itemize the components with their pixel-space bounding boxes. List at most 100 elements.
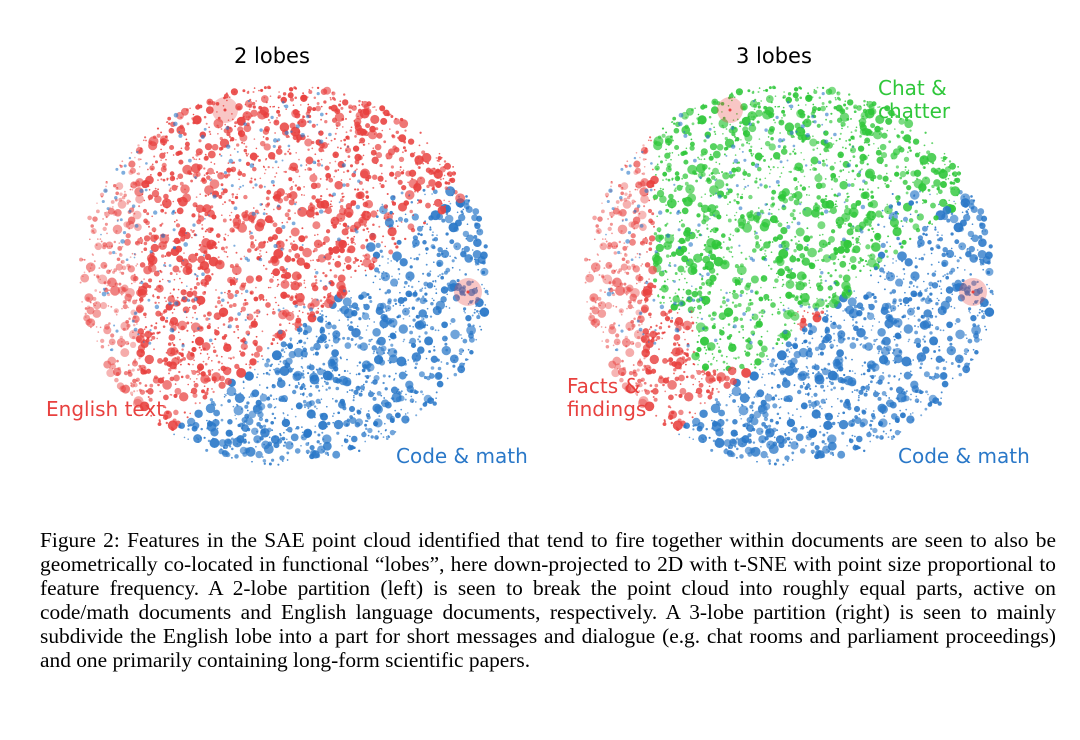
cloud-point	[283, 92, 286, 95]
cloud-point	[797, 181, 799, 183]
cloud-point	[245, 363, 247, 365]
cloud-point	[101, 196, 103, 198]
cloud-point	[322, 272, 324, 274]
cloud-point	[333, 176, 335, 178]
cloud-point	[379, 357, 383, 361]
cloud-point	[855, 321, 858, 324]
cloud-point	[271, 429, 273, 431]
cloud-point	[285, 171, 287, 173]
cloud-point	[149, 189, 151, 191]
cloud-point	[343, 297, 352, 306]
cloud-point	[259, 253, 261, 255]
cloud-point	[157, 384, 160, 387]
cloud-point	[266, 435, 268, 437]
cloud-point	[249, 108, 251, 110]
cloud-point	[187, 291, 194, 298]
cloud-point	[939, 199, 947, 207]
cloud-point	[298, 382, 300, 384]
cloud-point	[167, 152, 169, 154]
cloud-point	[852, 316, 854, 318]
cloud-point	[324, 299, 333, 308]
cloud-point	[314, 248, 318, 252]
cloud-point	[241, 424, 249, 432]
cloud-point	[146, 212, 149, 215]
cloud-point	[404, 149, 407, 152]
cloud-point	[794, 187, 798, 191]
cloud-point	[449, 239, 454, 244]
cloud-point	[207, 353, 209, 355]
cloud-point	[316, 299, 318, 301]
cloud-point	[164, 152, 166, 154]
cloud-point	[891, 436, 893, 438]
cloud-point	[357, 128, 365, 136]
cloud-point	[405, 381, 413, 389]
cloud-point	[836, 345, 838, 347]
cloud-point	[240, 447, 248, 455]
cloud-point	[863, 336, 867, 340]
cloud-point	[356, 205, 360, 209]
cloud-point	[435, 292, 437, 294]
cloud-point	[173, 308, 175, 310]
cloud-point	[204, 437, 206, 439]
cloud-point	[729, 201, 731, 203]
cloud-point	[153, 377, 160, 384]
cloud-point	[782, 279, 784, 281]
cloud-point	[403, 318, 405, 320]
cloud-point	[131, 152, 133, 154]
cloud-point	[339, 376, 349, 386]
cloud-point	[315, 352, 319, 356]
cloud-point	[355, 343, 357, 345]
cloud-point	[193, 335, 195, 337]
cloud-point	[317, 312, 319, 314]
cloud-point	[134, 253, 136, 255]
cloud-point	[446, 248, 448, 250]
cloud-point	[365, 274, 367, 276]
cloud-point	[224, 251, 226, 253]
cloud-point	[324, 373, 326, 375]
cloud-point	[751, 116, 753, 118]
cloud-point	[910, 413, 912, 415]
cloud-point	[120, 239, 125, 244]
cloud-point	[132, 360, 138, 366]
cloud-point	[270, 116, 273, 119]
cloud-point	[289, 149, 291, 151]
cloud-point	[220, 292, 222, 294]
cloud-point	[166, 251, 171, 256]
cloud-point	[103, 227, 107, 231]
cloud-point	[200, 353, 202, 355]
cloud-point	[300, 393, 302, 395]
cloud-point	[211, 214, 216, 219]
cloud-point	[198, 139, 201, 142]
cloud-point	[453, 359, 455, 361]
cloud-point	[235, 318, 238, 321]
cloud-point	[291, 408, 293, 410]
cloud-point	[256, 275, 263, 282]
cloud-point	[299, 386, 303, 390]
cloud-point	[842, 169, 844, 171]
cloud-point	[385, 152, 392, 159]
cloud-point	[419, 289, 422, 292]
cloud-point	[231, 201, 234, 204]
cloud-point	[835, 200, 837, 202]
cloud-point	[134, 157, 136, 159]
cloud-point	[273, 138, 277, 142]
cloud-point	[620, 283, 624, 287]
cloud-point	[855, 229, 858, 232]
cloud-point	[102, 200, 105, 203]
cloud-point	[376, 215, 379, 218]
cloud-point	[447, 283, 451, 287]
cloud-point	[744, 350, 746, 352]
cloud-point	[301, 324, 303, 326]
cloud-point	[923, 254, 925, 256]
cloud-point	[244, 299, 246, 301]
cloud-point	[354, 414, 356, 416]
cloud-point	[353, 395, 355, 397]
cloud-point	[369, 266, 373, 270]
cloud-point	[194, 410, 202, 418]
cloud-point	[965, 353, 967, 355]
cloud-point	[783, 356, 785, 358]
cloud-point	[254, 318, 256, 320]
cloud-point	[424, 336, 433, 345]
cloud-point	[210, 438, 220, 448]
cloud-point	[230, 264, 234, 268]
